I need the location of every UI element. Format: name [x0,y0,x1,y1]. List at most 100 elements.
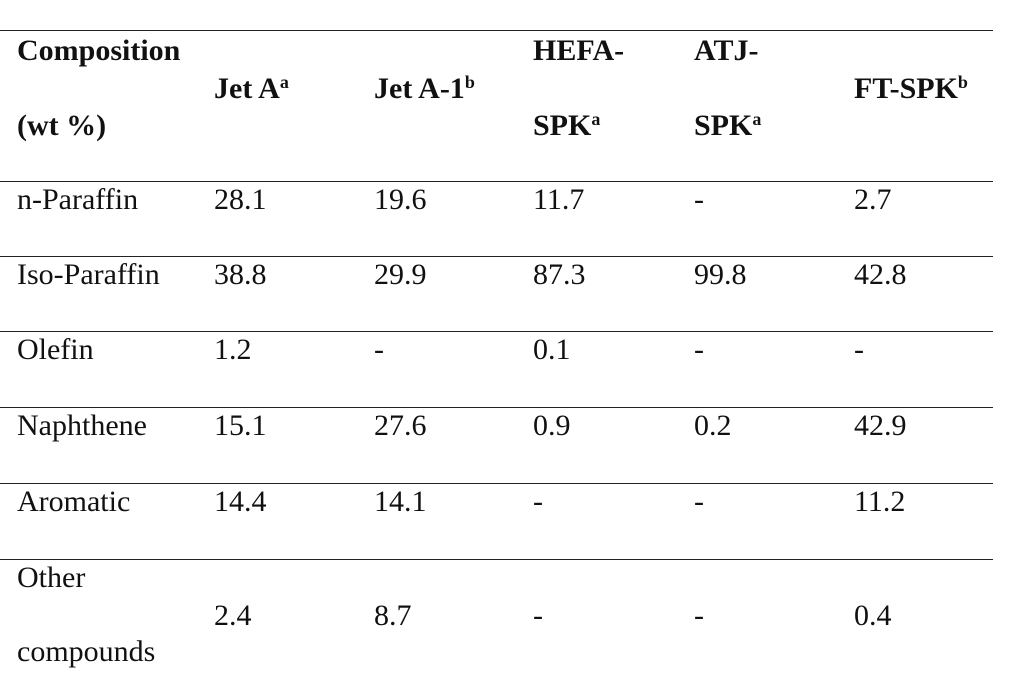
rule [0,256,993,257]
header-line: Jet Aa [214,51,289,126]
footnote-marker: b [464,71,475,92]
row-label: Olefin [17,331,94,367]
table-cell: 87.3 [533,256,586,292]
table-cell: - [694,181,704,217]
cell-text: 2.7 [854,182,892,216]
header-cell: Composition (wt %) [17,30,180,146]
header-line: ATJ- [694,13,761,88]
header-line: Jet A-1b [374,51,475,126]
header-label: HEFA- [533,34,625,67]
header-text: Jet Aa [214,51,289,126]
header-label: ATJ- [694,34,759,67]
cell-text: - [694,182,704,216]
cell-text: Aromatic [17,484,131,518]
row-label: Naphthene [17,407,147,443]
table-cell: 0.4 [854,559,892,671]
table-cell: 0.9 [533,407,571,443]
header-line: SPKa [533,88,624,163]
header-label: Composition [17,34,181,67]
cell-text: 11.7 [533,182,585,216]
cell-text: - [374,332,384,366]
footnote-marker: a [591,109,601,129]
cell-text: 15.1 [214,408,267,442]
table-cell: - [533,483,543,519]
cell-text: Other compounds [17,561,156,668]
cell-text: 19.6 [374,182,427,216]
table-cell: 15.1 [214,407,267,443]
table-cell: 11.7 [533,181,584,217]
cell-text: 0.4 [854,598,892,632]
table-cell: 38.8 [214,256,267,292]
row-label: Other compounds [17,559,207,671]
header-cell: FT-SPKb [854,30,968,146]
cell-text: 0.2 [694,408,732,442]
cell-text: 27.6 [374,408,427,442]
cell-text: - [533,484,543,518]
header-label: SPK [533,109,592,142]
cell-text: 14.4 [214,484,267,518]
header-label: SPK [694,109,753,142]
table-cell: - [694,559,704,671]
cell-text: 2.4 [214,598,252,632]
header-text: FT-SPKb [854,51,968,126]
cell-text: 42.9 [854,408,907,442]
table-cell: - [854,331,864,367]
table-cell: - [694,331,704,367]
rule [0,483,993,484]
footnote-marker: a [752,109,762,129]
cell-text: 14.1 [374,484,427,518]
table-cell: 1.2 [214,331,252,367]
table-cell: 11.2 [854,483,905,519]
header-text: HEFA- SPKa [533,13,624,163]
cell-text: 38.8 [214,257,267,291]
cell-text: Olefin [17,332,94,366]
table-cell: 2.7 [854,181,892,217]
cell-text: 42.8 [854,257,907,291]
cell-text: - [694,332,704,366]
table-cell: - [374,331,384,367]
table-cell: 14.4 [214,483,267,519]
header-line: SPKa [694,88,761,163]
table-cell: 19.6 [374,181,427,217]
rule [0,181,993,182]
rule [0,407,993,408]
table-cell: - [533,559,543,671]
header-text: Composition (wt %) [17,13,180,163]
cell-text: 8.7 [374,598,412,632]
cell-text: - [694,484,704,518]
header-cell: ATJ- SPKa [694,30,761,146]
header-text: ATJ- SPKa [694,13,761,163]
header-label: FT-SPK [854,71,958,105]
footnote-marker: b [957,71,968,92]
table-cell: 42.9 [854,407,907,443]
cell-text: 0.1 [533,332,571,366]
cell-text: 28.1 [214,182,267,216]
header-text: Jet A-1b [374,51,475,126]
rule [0,30,993,31]
cell-text: 1.2 [214,332,252,366]
table-cell: 0.2 [694,407,732,443]
table-cell: - [694,483,704,519]
rule [0,331,993,332]
table-cell: 29.9 [374,256,427,292]
table-cell: 14.1 [374,483,427,519]
cell-text: 11.2 [854,484,906,518]
rule [0,559,993,560]
header-cell: Jet A-1b [374,30,475,146]
cell-text: 87.3 [533,257,586,291]
row-label: Aromatic [17,483,130,519]
row-label: n-Paraffin [17,181,138,217]
table-cell: 28.1 [214,181,267,217]
cell-text: Iso-Paraffin [17,257,160,291]
table-cell: 42.8 [854,256,907,292]
cell-text: 0.9 [533,408,571,442]
cell-text: Naphthene [17,408,147,442]
table-cell: 27.6 [374,407,427,443]
header-cell: Jet Aa [214,30,289,146]
header-line: HEFA- [533,13,624,88]
header-line: FT-SPKb [854,51,968,126]
footnote-marker: a [279,71,289,92]
header-label: Jet A-1 [374,71,465,105]
cell-text: 99.8 [694,257,747,291]
